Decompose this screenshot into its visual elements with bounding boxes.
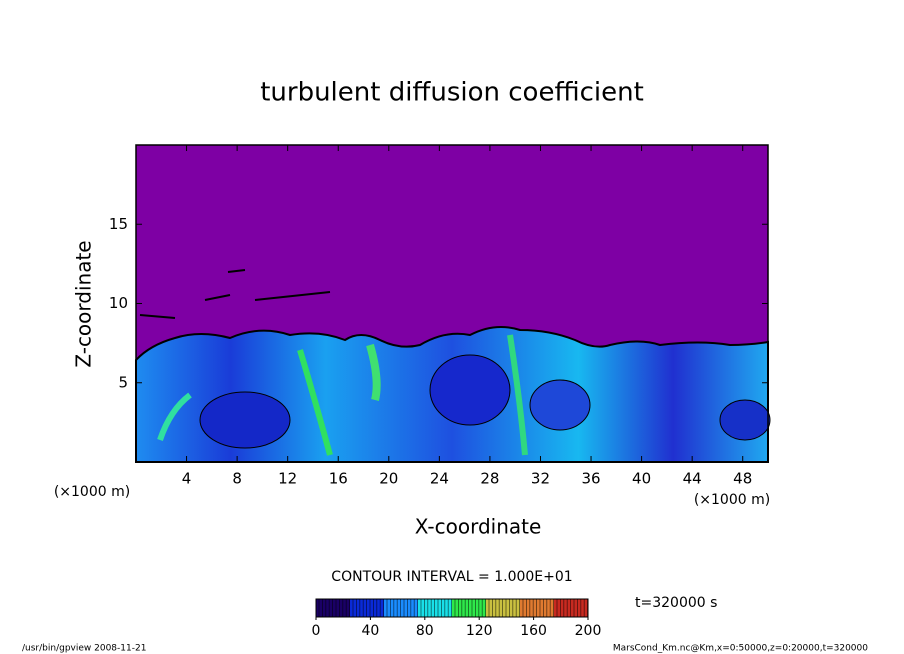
footer-left: /usr/bin/gpview 2008-11-21: [22, 644, 146, 654]
footer-right: MarsCond_Km.nc@Km,x=0:50000,z=0:20000,t=…: [613, 644, 868, 654]
x-tick-label: 36: [581, 470, 600, 488]
contour-field: [135, 145, 771, 463]
time-label: t=320000 s: [635, 595, 717, 611]
x-tick-label: 48: [733, 470, 752, 488]
colorbar-frame: [315, 598, 589, 618]
colorbar-segment: [452, 599, 487, 617]
x-tick-label: 16: [329, 470, 348, 488]
colorbar-tick-label: 160: [520, 623, 547, 639]
x-tick-label: 4: [182, 470, 192, 488]
y-axis-label: Z-coordinate: [72, 240, 96, 367]
colorbar-tick-label: 0: [312, 623, 321, 639]
x-tick-label: 28: [480, 470, 499, 488]
colorbar-segment: [384, 599, 419, 617]
x-tick-label: 12: [278, 470, 297, 488]
colorbar-segment: [350, 599, 385, 617]
colorbar-segment: [520, 599, 555, 617]
x-tick-label: 8: [232, 470, 242, 488]
colorbar-tick-label: 80: [416, 623, 434, 639]
x-unit: (×1000 m): [694, 492, 770, 508]
y-tick-label: 5: [118, 373, 128, 391]
colorbar-tick-label: 40: [361, 623, 379, 639]
chart-title: turbulent diffusion coefficient: [260, 78, 644, 108]
x-tick-label: 32: [531, 470, 550, 488]
contour-interval: CONTOUR INTERVAL = 1.000E+01: [331, 569, 572, 585]
y-tick-label: 10: [109, 294, 128, 312]
colorbar-tick-label: 200: [575, 623, 602, 639]
y-unit: (×1000 m): [54, 484, 130, 500]
colorbar-tick-label: 120: [466, 623, 493, 639]
x-tick-label: 20: [379, 470, 398, 488]
colorbar-segment: [418, 599, 453, 617]
x-tick-label: 24: [430, 470, 449, 488]
colorbar-segment: [316, 599, 351, 617]
colorbar-segment: [486, 599, 521, 617]
x-tick-label: 40: [632, 470, 651, 488]
y-tick-label: 15: [109, 215, 128, 233]
colorbar-segment: [554, 599, 589, 617]
x-tick-label: 44: [683, 470, 702, 488]
x-axis-label: X-coordinate: [415, 515, 542, 539]
